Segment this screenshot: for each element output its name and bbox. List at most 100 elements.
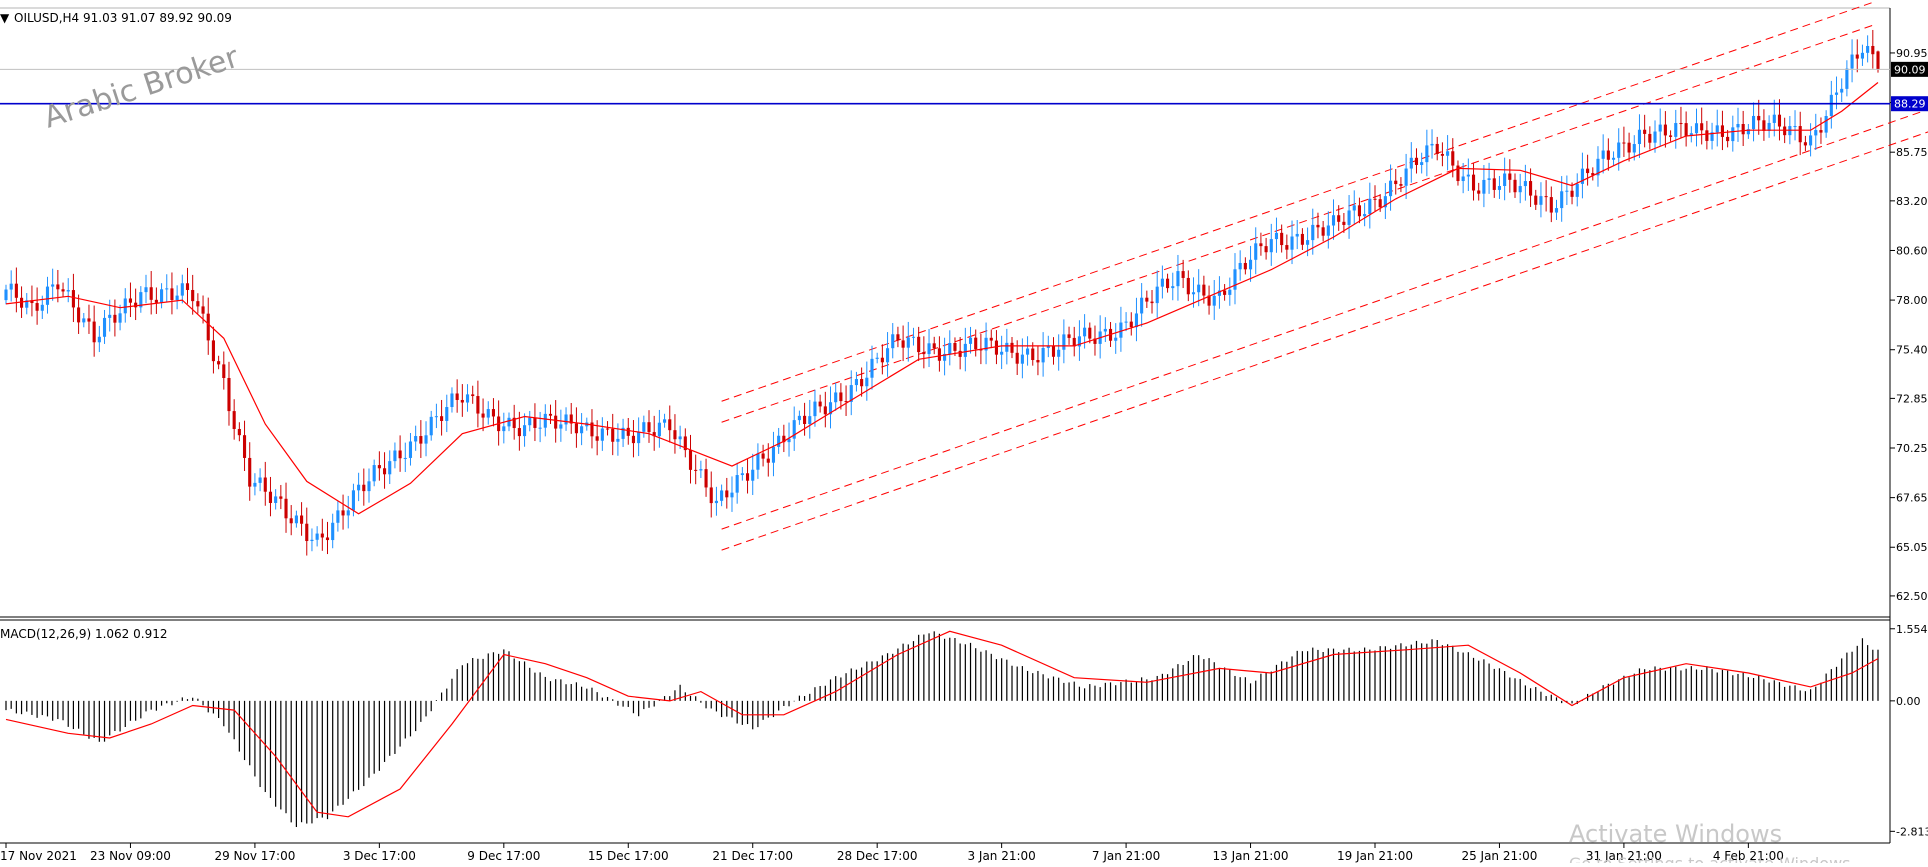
candle-body bbox=[1632, 144, 1636, 153]
candle-body bbox=[403, 457, 407, 459]
candle-body bbox=[1783, 126, 1787, 136]
candle-body bbox=[631, 435, 636, 444]
candle-body bbox=[393, 450, 397, 462]
candle-body bbox=[1394, 180, 1398, 185]
trend-channel[interactable] bbox=[721, 1, 1928, 551]
candle-body bbox=[590, 422, 594, 437]
candle-body bbox=[1611, 157, 1616, 160]
time-tick-label: 3 Dec 17:00 bbox=[343, 849, 416, 863]
candle-body bbox=[792, 420, 796, 439]
candle-body bbox=[548, 413, 553, 416]
candle-body bbox=[14, 283, 18, 298]
candle-body bbox=[1357, 205, 1361, 217]
candle-body bbox=[1679, 123, 1683, 125]
candle-body bbox=[1233, 269, 1237, 290]
trend-channel-line bbox=[721, 108, 1928, 530]
candle-body bbox=[56, 284, 60, 290]
candle-body bbox=[1223, 290, 1227, 295]
candle-body bbox=[1586, 168, 1590, 174]
candle-body bbox=[647, 422, 651, 433]
candle-body bbox=[1191, 292, 1196, 295]
candle-body bbox=[1482, 179, 1486, 194]
candle-body bbox=[1399, 184, 1403, 186]
candle-body bbox=[185, 283, 190, 290]
price-tick-label: 78.00 bbox=[1896, 294, 1928, 307]
candle-body bbox=[621, 427, 625, 439]
candle-body bbox=[637, 431, 641, 444]
candle-body bbox=[305, 523, 309, 542]
candle-body bbox=[663, 419, 667, 423]
candle-body bbox=[1010, 342, 1014, 353]
candle-body bbox=[1290, 236, 1294, 250]
candle-body bbox=[206, 313, 210, 341]
time-tick-label: 4 Feb 21:00 bbox=[1713, 849, 1784, 863]
time-tick-label: 21 Dec 17:00 bbox=[712, 849, 793, 863]
candle-body bbox=[803, 415, 807, 425]
symbol-header: OILUSD,H4 91.03 91.07 89.92 90.09 bbox=[14, 11, 232, 25]
candle-body bbox=[71, 290, 75, 308]
candle-body bbox=[1798, 126, 1802, 143]
candle-body bbox=[828, 402, 833, 415]
candle-body bbox=[1015, 352, 1019, 364]
candle-body bbox=[1497, 186, 1502, 190]
level-price-tag: 88.29 bbox=[1891, 96, 1928, 112]
candle-body bbox=[1373, 198, 1377, 200]
chart-menu-triangle[interactable]: ▼ bbox=[0, 11, 10, 25]
candle-body bbox=[720, 490, 724, 501]
activate-windows-title: Activate Windows bbox=[1569, 820, 1782, 848]
candle-body bbox=[144, 287, 148, 293]
candle-body bbox=[777, 435, 781, 447]
candle-body bbox=[61, 289, 65, 292]
candle-body bbox=[414, 436, 418, 442]
candle-body bbox=[1337, 215, 1341, 222]
candle-body bbox=[102, 317, 107, 337]
candle-body bbox=[1575, 183, 1579, 197]
candle-body bbox=[1757, 115, 1761, 121]
candle-body bbox=[134, 302, 138, 308]
candle-body bbox=[1181, 271, 1185, 278]
candle-body bbox=[626, 427, 630, 436]
candle-body bbox=[735, 475, 739, 493]
price-tick-label: 72.85 bbox=[1896, 392, 1928, 405]
candle-body bbox=[994, 340, 999, 355]
candle-body bbox=[787, 438, 791, 443]
candle-body bbox=[1280, 232, 1284, 246]
candle-body bbox=[325, 537, 330, 541]
candle-body bbox=[367, 481, 371, 492]
candle-body bbox=[1160, 278, 1164, 287]
candle-body bbox=[751, 469, 755, 481]
candle-body bbox=[35, 303, 39, 311]
candle-body bbox=[725, 490, 729, 498]
candle-body bbox=[123, 298, 127, 314]
candle-body bbox=[901, 340, 905, 348]
time-tick-label: 15 Dec 17:00 bbox=[588, 849, 669, 863]
candle-body bbox=[517, 428, 521, 437]
candle-body bbox=[1803, 142, 1807, 146]
candle-body bbox=[1311, 224, 1315, 241]
candle-body bbox=[917, 336, 921, 353]
candle-body bbox=[263, 477, 267, 492]
trend-channel-line bbox=[721, 131, 1928, 551]
candle-body bbox=[657, 422, 661, 437]
candle-body bbox=[77, 307, 81, 323]
time-tick-label: 28 Dec 17:00 bbox=[837, 849, 918, 863]
candle-body bbox=[533, 417, 537, 428]
candle-body bbox=[300, 515, 304, 524]
level-price-tag-text: 88.29 bbox=[1894, 98, 1926, 111]
candle-body bbox=[1705, 130, 1709, 141]
candle-body bbox=[1466, 174, 1470, 177]
candle-body bbox=[434, 416, 438, 418]
candle-body bbox=[1088, 327, 1092, 339]
candle-body bbox=[1726, 136, 1730, 142]
candle-body bbox=[1554, 208, 1559, 213]
candle-body bbox=[1700, 123, 1704, 131]
current-price-tag-bg bbox=[1891, 61, 1928, 77]
time-tick-label: 9 Dec 17:00 bbox=[467, 849, 540, 863]
candle-body bbox=[1057, 349, 1061, 357]
candle-body bbox=[1829, 94, 1833, 117]
candle-body bbox=[1129, 321, 1133, 328]
candle-body bbox=[1871, 45, 1875, 55]
candle-body bbox=[1617, 142, 1621, 158]
